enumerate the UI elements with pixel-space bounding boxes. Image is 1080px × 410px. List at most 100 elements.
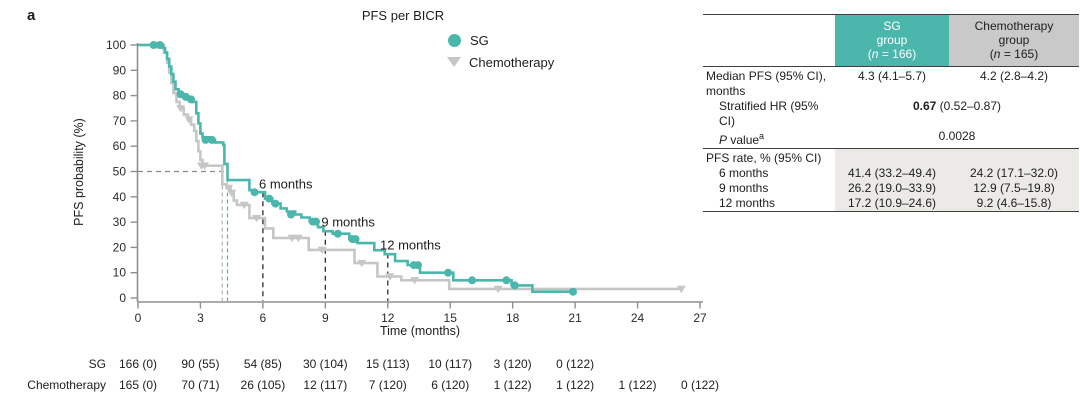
risk-count: 1 (122) bbox=[618, 378, 657, 392]
p-value-row: P valuea 0.0028 bbox=[703, 129, 1079, 149]
risk-count: 70 (71) bbox=[181, 378, 220, 392]
legend: SG Chemotherapy bbox=[447, 29, 555, 73]
y-tick-label: 30 bbox=[113, 215, 127, 229]
sg-circle-marker-icon bbox=[448, 33, 461, 47]
risk-count: 165 (0) bbox=[118, 378, 158, 392]
x-tick-label: 21 bbox=[568, 311, 582, 325]
y-tick-label: 10 bbox=[113, 266, 127, 280]
x-axis-label: Time (months) bbox=[379, 324, 461, 338]
x-tick-label: 6 bbox=[260, 311, 267, 325]
chemotherapy-censor-mark bbox=[200, 162, 210, 170]
hazard-ratio-label: Stratified HR (95% CI) bbox=[719, 99, 819, 128]
rate9-chemo: 12.9 (7.5–19.8) bbox=[949, 181, 1079, 196]
sg-censor-mark bbox=[207, 135, 216, 144]
risk-count: 3 (120) bbox=[493, 357, 532, 371]
sg-censor-mark bbox=[201, 135, 210, 144]
chemotherapy-censor-mark bbox=[224, 184, 233, 193]
sg-column-n: 166 bbox=[892, 47, 913, 61]
median-pfs-label: Median PFS (95% CI), months bbox=[706, 69, 827, 98]
y-tick-label: 90 bbox=[113, 63, 127, 77]
p-value-label: P valuea bbox=[703, 129, 835, 149]
sg-censor-mark bbox=[468, 276, 477, 285]
sg-censor-mark bbox=[351, 235, 360, 244]
risk-count: 7 (120) bbox=[368, 378, 407, 392]
stats-header-row: SG group (n = 166) Chemotherapy group (n… bbox=[703, 14, 1079, 67]
risk-count: 1 (122) bbox=[493, 378, 532, 392]
hazard-ratio-value: 0.67 (0.52–0.87) bbox=[912, 99, 1002, 113]
risk-count: 12 (117) bbox=[303, 378, 348, 392]
pfs-rate-6-row: 6 months 41.4 (33.2–49.4) 24.2 (17.1–32.… bbox=[703, 166, 1079, 181]
chemotherapy-censor-mark bbox=[184, 116, 194, 124]
pfs-rate-9-row: 9 months 26.2 (19.0–33.9) 12.9 (7.5–19.8… bbox=[703, 181, 1079, 196]
chemotherapy-censor-mark bbox=[410, 277, 420, 285]
risk-count: 0 (122) bbox=[680, 378, 720, 392]
y-tick-label: 60 bbox=[113, 139, 127, 153]
x-tick-label: 24 bbox=[631, 311, 645, 325]
pfs-rate-empty-chemo bbox=[949, 148, 1079, 166]
chemotherapy-triangle-marker-icon bbox=[447, 57, 461, 67]
risk-count: 90 (55) bbox=[181, 357, 220, 371]
stats-table: SG group (n = 166) Chemotherapy group (n… bbox=[703, 14, 1079, 212]
risk-count: 54 (85) bbox=[243, 357, 282, 371]
x-tick-label: 3 bbox=[197, 311, 204, 325]
x-tick-label: 18 bbox=[506, 311, 520, 325]
sg-censor-mark bbox=[312, 217, 320, 226]
y-tick-label: 0 bbox=[119, 291, 126, 305]
chemotherapy-censor-mark bbox=[676, 285, 686, 294]
chemo-column-n: 165 bbox=[1014, 47, 1035, 61]
risk-count: 26 (105) bbox=[240, 378, 286, 392]
month-annotation: 6 months bbox=[259, 176, 313, 191]
y-tick-label: 70 bbox=[113, 114, 127, 128]
sg-censor-mark bbox=[414, 261, 422, 270]
risk-row-label: Chemotherapy bbox=[27, 378, 106, 392]
risk-count: 1 (122) bbox=[556, 378, 595, 392]
chemo-column-sub: group bbox=[998, 33, 1030, 47]
stats-header-sg: SG group (n = 166) bbox=[835, 14, 949, 67]
risk-count: 166 (0) bbox=[118, 357, 158, 371]
x-tick-label: 0 bbox=[135, 311, 142, 325]
chemotherapy-censor-mark bbox=[287, 234, 297, 243]
sg-censor-mark bbox=[510, 281, 519, 290]
number-at-risk-table: SG 166 (0) 90 (55) 54 (85) 30 (104) 15 (113) 1… bbox=[0, 357, 720, 405]
risk-count: 0 (122) bbox=[556, 357, 595, 371]
hazard-ratio-row: Stratified HR (95% CI) 0.67 (0.52–0.87) bbox=[703, 99, 1079, 129]
x-tick-label: 9 bbox=[322, 311, 329, 325]
rate12-label: 12 months bbox=[719, 196, 776, 210]
risk-count: 30 (104) bbox=[302, 357, 348, 371]
p-value: 0.0028 bbox=[835, 129, 1079, 149]
chemotherapy-censor-mark bbox=[293, 234, 303, 243]
chemotherapy-censor-mark bbox=[227, 189, 237, 198]
pfs-rate-12-row: 12 months 17.2 (10.9–24.6) 9.2 (4.6–15.8… bbox=[703, 196, 1079, 212]
stats-header-chemotherapy: Chemotherapy group (n = 165) bbox=[949, 14, 1079, 67]
y-tick-label: 80 bbox=[113, 89, 127, 103]
median-pfs-row: Median PFS (95% CI), months 4.3 (4.1–5.7… bbox=[703, 67, 1079, 100]
risk-count: 10 (117) bbox=[428, 357, 473, 371]
rate6-sg: 41.4 (33.2–49.4) bbox=[835, 166, 949, 181]
sg-column-name: SG bbox=[883, 19, 901, 33]
pfs-rate-label: PFS rate, % (95% CI) bbox=[706, 151, 822, 165]
panel-label: a bbox=[27, 7, 36, 24]
sg-censor-mark bbox=[155, 41, 164, 49]
rate6-chemo: 24.2 (17.1–32.0) bbox=[949, 166, 1079, 181]
sg-censor-mark bbox=[287, 210, 295, 219]
km-plot: 0 10 20 30 40 50 60 70 80 90 100 0 3 6 9 12 15 18 21 24 27 6 … bbox=[106, 38, 707, 325]
legend-item-sg: SG bbox=[448, 29, 554, 51]
chemotherapy-censor-mark bbox=[493, 285, 503, 294]
risk-count: 15 (113) bbox=[365, 357, 410, 371]
x-tick-label: 15 bbox=[444, 311, 458, 325]
sg-censor-mark bbox=[187, 95, 196, 104]
sg-curve bbox=[138, 43, 576, 293]
legend-label-chemotherapy: Chemotherapy bbox=[469, 54, 555, 70]
sg-censor-mark bbox=[569, 287, 577, 296]
median-pfs-chemo: 4.2 (2.8–4.2) bbox=[979, 69, 1049, 83]
y-tick-label: 20 bbox=[113, 240, 127, 254]
chemotherapy-curve bbox=[138, 43, 684, 291]
month-annotation: 9 months bbox=[321, 215, 375, 230]
sg-censor-mark bbox=[333, 229, 342, 238]
chemotherapy-censor-mark bbox=[385, 273, 395, 281]
chemotherapy-censor-mark bbox=[317, 246, 327, 255]
sg-censor-mark bbox=[271, 199, 280, 208]
chemotherapy-censor-mark bbox=[252, 214, 262, 223]
x-tick-label: 27 bbox=[693, 311, 707, 325]
